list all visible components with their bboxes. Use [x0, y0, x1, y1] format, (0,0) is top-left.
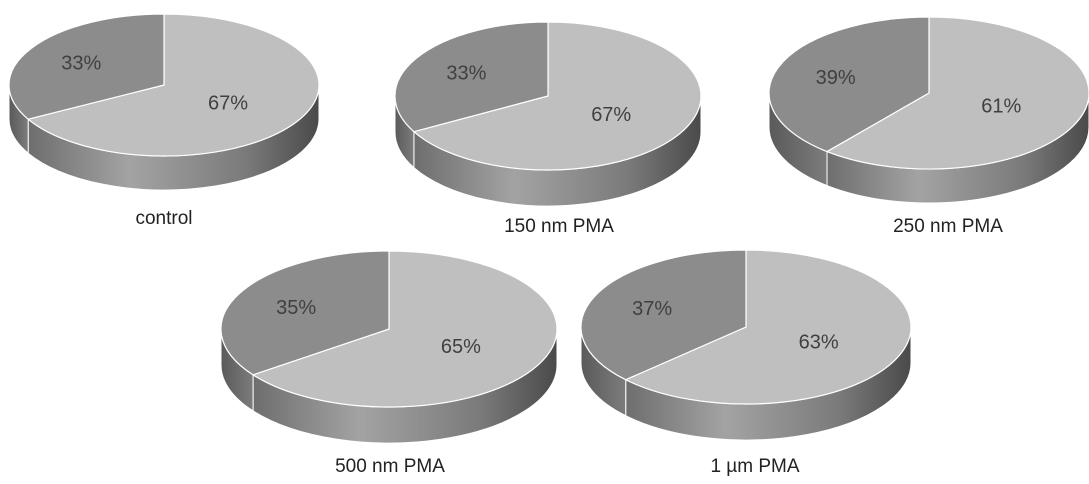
pie-slice-small	[8, 13, 165, 120]
pie-caption-250nm: 250 nm PMA	[893, 216, 1003, 237]
pie-caption-1um: 1 µm PMA	[710, 456, 800, 477]
pie-percent-large: 67%	[208, 92, 248, 114]
pie-slice-large	[412, 21, 702, 171]
pie-percent-large: 67%	[591, 104, 631, 126]
pie-slice-small	[220, 250, 390, 376]
pie-slice-small	[394, 21, 549, 133]
pie-caption-150nm: 150 nm PMA	[504, 216, 614, 237]
pie-slice-large	[825, 16, 1089, 170]
pie-percent-large: 61%	[981, 95, 1021, 117]
pie-slice-small	[580, 249, 747, 381]
pie-500nm: 35% 65%	[220, 250, 558, 444]
pie-1um: 37% 63%	[580, 249, 912, 441]
pie-250nm: 39% 61%	[768, 16, 1089, 204]
pie-caption-500nm: 500 nm PMA	[335, 456, 445, 477]
pie-percent-small: 33%	[446, 63, 486, 85]
pie-slice-large	[251, 250, 558, 408]
pie-slice-small	[768, 16, 930, 153]
pie-percent-small: 39%	[816, 67, 856, 89]
pie-150nm: 33% 67%	[394, 21, 702, 207]
pie-percent-small: 37%	[632, 298, 672, 320]
pie-control: 33% 67%	[8, 13, 320, 191]
pie-caption-control: control	[135, 208, 193, 229]
pie-percent-large: 65%	[441, 336, 481, 358]
pie-slice-large	[624, 249, 912, 405]
pie-slice-large	[26, 13, 320, 157]
pie-percent-large: 63%	[799, 332, 839, 354]
pie-percent-small: 35%	[276, 297, 316, 319]
pie-percent-small: 33%	[61, 53, 101, 75]
